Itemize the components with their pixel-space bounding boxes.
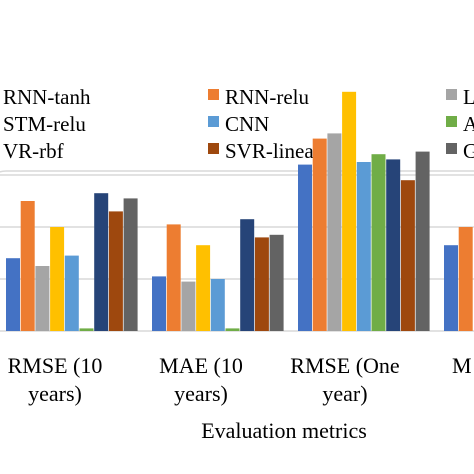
bar (342, 91, 357, 331)
bar (371, 154, 386, 331)
x-tick-label: M (452, 353, 472, 378)
plot-area (0, 91, 474, 332)
bar (152, 276, 166, 331)
legend-label: G (463, 139, 474, 163)
legend-swatch (446, 143, 457, 154)
legend-item: VR-rbf (3, 139, 64, 163)
bar (240, 219, 255, 331)
legend-swatch (208, 116, 219, 127)
legend-label: STM-relu (3, 112, 86, 136)
legend-item: L (446, 85, 474, 109)
legend-label: RNN-tanh (3, 85, 91, 109)
x-tick-label: RMSE (10 years) (8, 353, 103, 406)
bar (50, 227, 65, 331)
bar (210, 279, 225, 331)
legend-label: VR-rbf (3, 139, 64, 163)
bar (94, 193, 109, 331)
legend-item: STM-relu (3, 112, 86, 136)
bar (35, 266, 50, 331)
bar (458, 227, 473, 331)
legend-item: G (446, 139, 474, 163)
legend-swatch (208, 89, 219, 100)
bar (108, 211, 123, 331)
legend-item: CNN (208, 112, 269, 136)
bars (6, 91, 473, 331)
bar (298, 164, 312, 331)
legend-item: RNN-tanh (3, 85, 91, 109)
legend-swatch (208, 143, 219, 154)
bar (20, 201, 35, 331)
bar (444, 245, 458, 331)
bar (181, 281, 196, 331)
bar (166, 224, 181, 331)
bar (79, 328, 94, 331)
legend-label: L (463, 85, 474, 109)
bar (386, 159, 401, 331)
legend-label: SVR-linear (225, 139, 321, 163)
x-tick-label: RMSE (One year) (290, 353, 399, 406)
bar (415, 151, 430, 331)
bar (269, 234, 284, 331)
x-axis-label: Evaluation metrics (201, 418, 367, 443)
legend-label: RNN-relu (225, 85, 309, 109)
bar (225, 328, 240, 331)
bar (312, 138, 327, 331)
legend-item: SVR-linear (208, 139, 321, 163)
bar (6, 258, 20, 331)
legend-label: CNN (225, 112, 269, 136)
bar (196, 245, 211, 331)
legend: RNN-tanh RNN-relu L STM-relu CNN A VR-rbf SVR-l… (3, 85, 474, 163)
bar (64, 255, 79, 331)
legend-swatch (446, 89, 457, 100)
bar (123, 198, 138, 331)
legend-item: RNN-relu (208, 85, 309, 109)
legend-label: A (463, 112, 474, 136)
legend-swatch (446, 116, 457, 127)
x-tick-label: MAE (10 years) (159, 353, 243, 406)
bar (327, 133, 342, 331)
bar (400, 180, 415, 331)
bar (254, 237, 269, 331)
x-axis-tick-labels: RMSE (10 years) MAE (10 years) RMSE (One year… (8, 353, 472, 406)
plot-frame (0, 170, 474, 173)
legend-item: A (446, 112, 474, 136)
bar (356, 162, 371, 331)
